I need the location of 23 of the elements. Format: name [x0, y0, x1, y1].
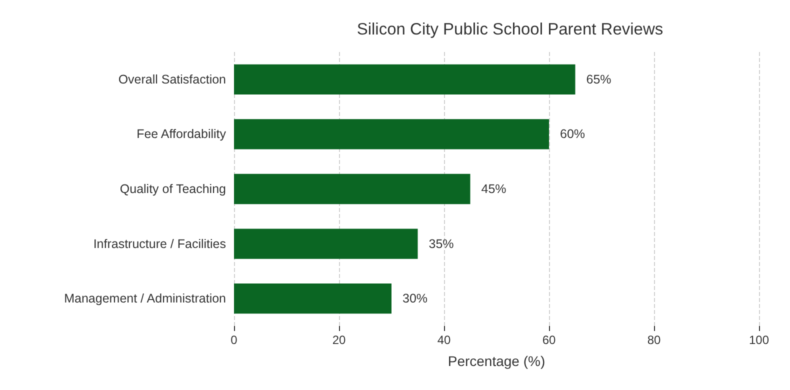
y-tick-label: Infrastructure / Facilities	[93, 236, 226, 251]
bar	[234, 174, 470, 204]
x-axis-title: Percentage (%)	[448, 353, 546, 369]
bar	[234, 119, 549, 150]
bar	[234, 284, 392, 314]
y-tick-label: Fee Affordability	[136, 127, 227, 142]
data-label: 60%	[560, 127, 586, 142]
bar	[234, 228, 418, 259]
x-tick-label: 60	[542, 333, 556, 347]
y-tick-label: Overall Satisfaction	[118, 72, 226, 86]
x-tick-label: 80	[647, 333, 661, 347]
data-label: 30%	[402, 292, 428, 306]
x-tick-label: 20	[332, 333, 346, 347]
x-tick-label: 0	[230, 333, 238, 347]
data-label: 45%	[481, 182, 506, 196]
bar	[234, 64, 576, 94]
y-tick-label: Management / Administration	[64, 292, 226, 306]
y-tick-label: Quality of Teaching	[120, 182, 226, 196]
x-tick-label: 100	[748, 333, 770, 347]
data-label: 35%	[428, 236, 454, 251]
x-tick-label: 40	[437, 333, 451, 347]
chart-title: Silicon City Public School Parent Reviews	[356, 20, 664, 38]
data-label: 65%	[586, 72, 612, 86]
